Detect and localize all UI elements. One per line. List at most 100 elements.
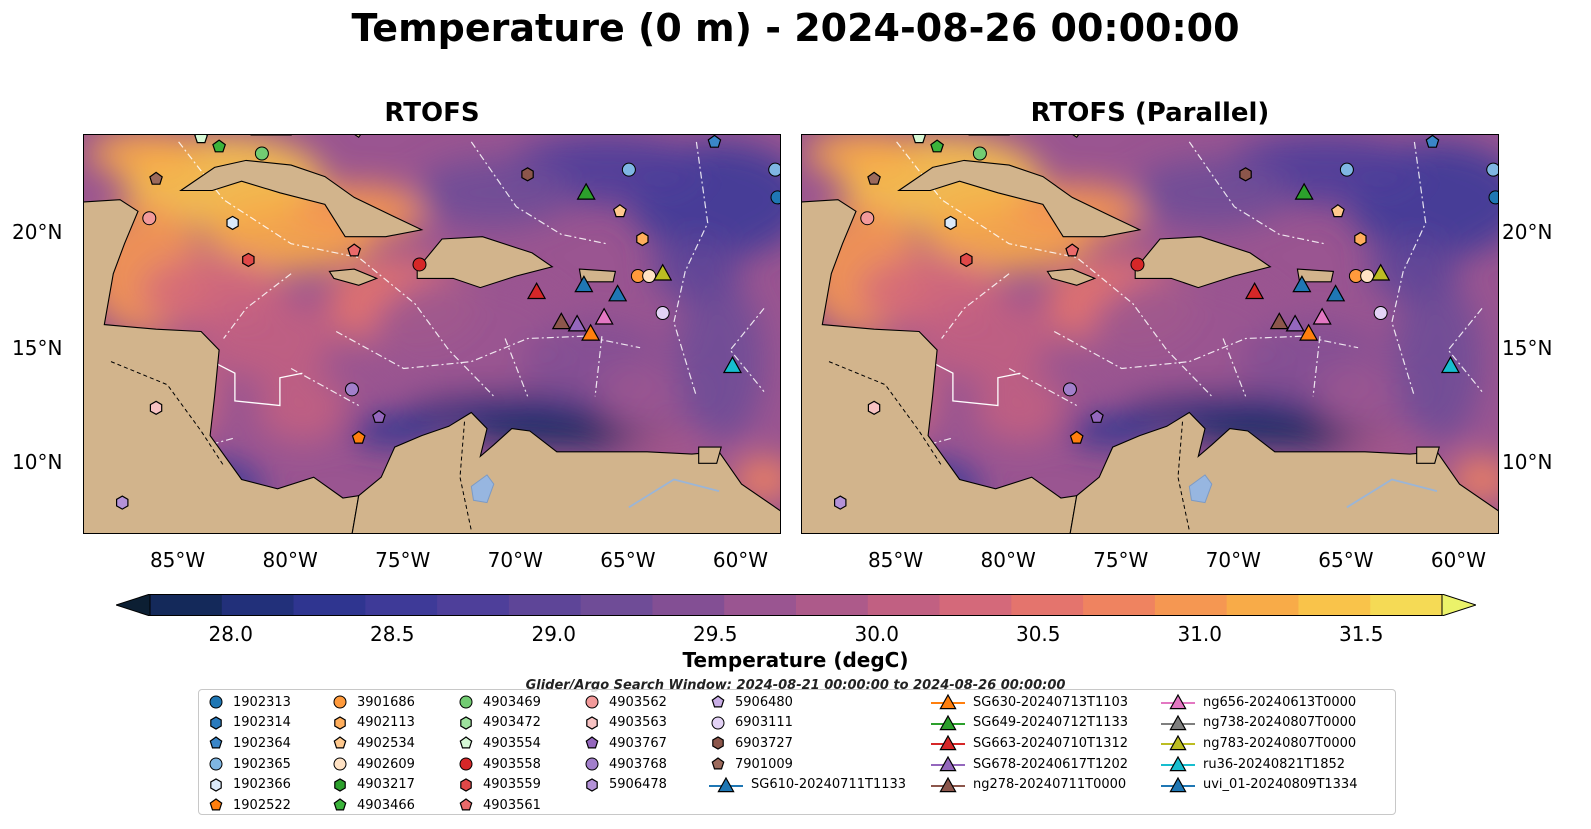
central-america-land [802,199,1078,533]
marker-4903561[interactable] [347,243,362,257]
marker-4903559[interactable] [242,252,255,268]
marker-ng278[interactable] [1269,312,1289,330]
marker-4903554[interactable] [912,135,927,144]
marker-4903768[interactable] [1062,382,1077,397]
marker-SG678[interactable] [1285,314,1305,332]
marker-4902113[interactable] [636,231,649,247]
marker-1902522[interactable] [1069,430,1084,444]
legend-label: 4903767 [609,735,667,751]
map-panel-rtofs-parallel[interactable] [801,134,1499,534]
legend-label: 4903466 [357,797,415,813]
marker-7901009[interactable] [867,171,881,185]
legend-entry-4903558: 4903558 [457,754,541,775]
marker-4903767[interactable] [372,409,386,423]
legend-label: 1902364 [233,735,291,751]
marker-6903111[interactable] [655,306,670,321]
lon-tick-left-1: 80°W [262,548,318,572]
marker-ng783[interactable] [653,263,673,281]
marker-1902364[interactable] [707,135,722,148]
marker-1902364[interactable] [1425,135,1440,148]
marker-6903727[interactable] [521,167,534,182]
pentagon-marker-icon [333,736,347,749]
legend-column: 5906480 6903111 6903727 7901009 SG610-202407… [709,692,906,795]
lat-tick-left-20: 20°N [12,220,63,244]
marker-7901009[interactable] [149,171,163,185]
legend-entry-6903727: 6903727 [709,733,906,754]
marker-1902366[interactable] [226,215,239,231]
marker-4902113[interactable] [1354,231,1367,247]
circle-marker-icon [333,695,347,709]
marker-4903563[interactable] [867,400,881,415]
colorbar-segment [1370,594,1443,616]
float-glider-markers [833,135,1499,510]
marker-ru36[interactable] [1440,355,1461,374]
marker-4903559[interactable] [960,252,973,268]
colorbar-segment [437,594,510,616]
legend-label: 4903559 [483,777,541,793]
map-panel-rtofs[interactable] [83,134,781,534]
marker-uvi_01[interactable] [574,275,594,293]
marker-SG610[interactable] [608,284,628,302]
marker-4903767[interactable] [1090,409,1104,423]
marker-SG610[interactable] [1326,284,1346,302]
bahamas-land [1072,135,1079,139]
marker-4903563[interactable] [149,400,163,415]
marker-1902522[interactable] [351,430,366,444]
marker-1902313[interactable] [770,190,781,205]
marker-5906478[interactable] [115,495,129,510]
marker-1902365b[interactable] [768,162,781,177]
legend-label: SG610-20240711T1133 [751,777,907,793]
pentagon-marker-icon [711,695,725,708]
triangle-line-marker-icon [1161,776,1195,792]
marker-4903554[interactable] [194,135,209,144]
legend-column: 1902313 1902314 1902364 1902365 1902366 19025… [207,692,291,816]
marker-SG678[interactable] [567,314,587,332]
marker-ng656[interactable] [1312,307,1332,325]
marker-1902365b[interactable] [1486,162,1499,177]
marker-ng656[interactable] [594,307,614,325]
circle-marker-icon [459,757,473,771]
marker-4903561[interactable] [1065,243,1080,257]
marker-4903469[interactable] [972,146,987,161]
marker-SG663[interactable] [526,281,547,300]
marker-1902365[interactable] [621,162,636,177]
colorbar-tick-label: 30.0 [854,622,900,646]
legend-label: ng783-20240807T0000 [1203,735,1357,751]
marker-1902366[interactable] [944,215,957,231]
marker-ng278[interactable] [551,312,571,330]
marker-ru36[interactable] [722,355,743,374]
lon-tick-right-5: 60°W [1430,548,1487,572]
lon-tick-left-4: 65°W [600,548,656,572]
trinidad-land [698,446,722,464]
colorbar-outline [149,594,1443,616]
marker-4902534[interactable] [612,204,627,218]
marker-ng783[interactable] [1371,263,1391,281]
marker-4903469[interactable] [254,146,269,161]
marker-5906478[interactable] [833,495,847,510]
cuba-land [179,159,424,238]
marker-4903466[interactable] [930,139,945,153]
marker-4903562[interactable] [860,211,875,226]
marker-SG649[interactable] [1294,182,1314,200]
colorbar-tick-label: 29.0 [531,622,577,646]
marker-SG630[interactable] [581,323,601,341]
marker-4903562[interactable] [142,211,157,226]
marker-SG649[interactable] [576,182,596,200]
claims-outline [930,361,1021,407]
marker-uvi_01[interactable] [1292,275,1312,293]
marker-1902365[interactable] [1339,162,1354,177]
legend-label: ru36-20240821T1852 [1203,756,1346,772]
legend-column: ng656-20240613T0000 ng738-20240807T0000 ng… [1161,692,1357,795]
marker-SG663[interactable] [1244,281,1265,300]
marker-6903727[interactable] [1239,167,1252,182]
marker-4903558[interactable] [1130,257,1145,272]
marker-4903768[interactable] [344,382,359,397]
marker-1902313[interactable] [1488,190,1499,205]
hexagon-marker-icon [460,716,472,730]
bahamas-land [354,135,361,139]
marker-6903111[interactable] [1373,306,1388,321]
marker-SG630[interactable] [1299,323,1319,341]
marker-4903466[interactable] [212,139,227,153]
marker-4902534[interactable] [1330,204,1345,218]
marker-4903558[interactable] [412,257,427,272]
